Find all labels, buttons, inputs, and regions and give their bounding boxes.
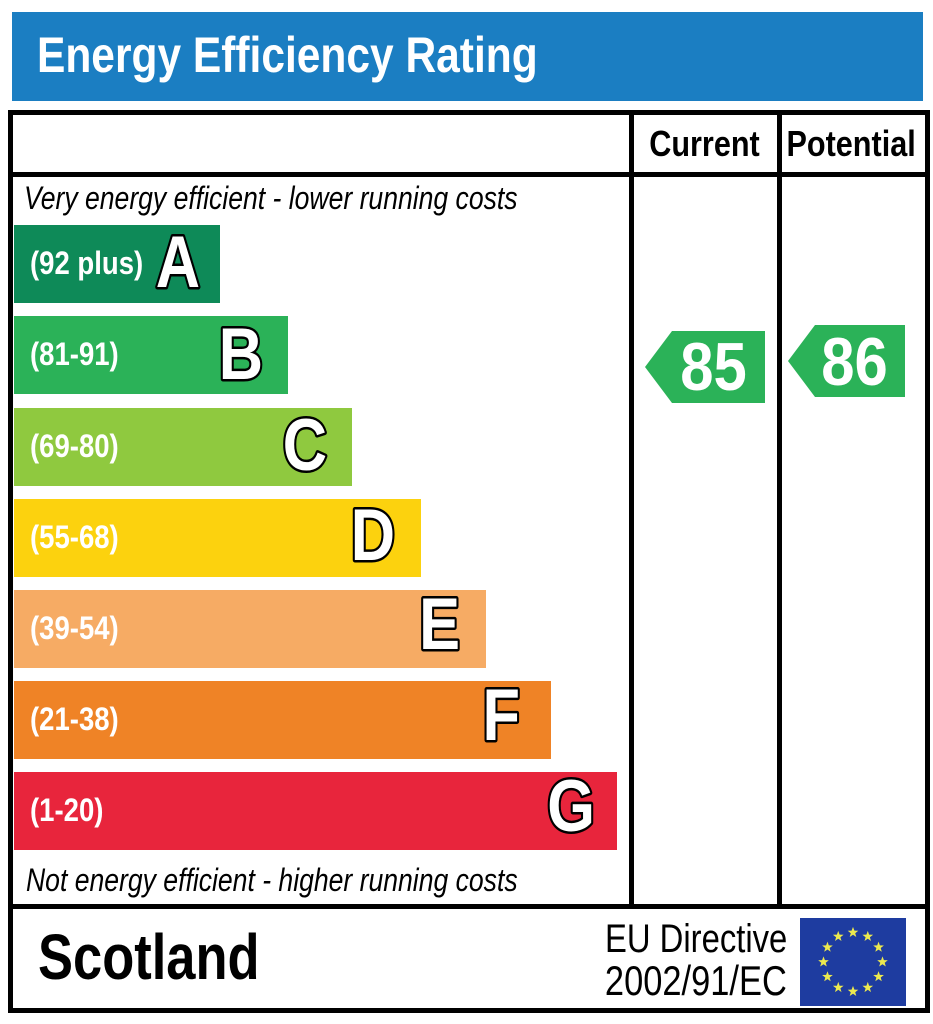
svg-text:F: F — [483, 675, 520, 756]
svg-text:A: A — [156, 222, 200, 303]
svg-text:E: E — [419, 584, 460, 665]
svg-text:86: 86 — [821, 323, 888, 399]
svg-text:D: D — [351, 495, 395, 576]
svg-text:C: C — [283, 405, 327, 486]
svg-text:B: B — [219, 314, 263, 395]
svg-text:G: G — [547, 766, 595, 847]
svg-text:85: 85 — [680, 328, 747, 404]
